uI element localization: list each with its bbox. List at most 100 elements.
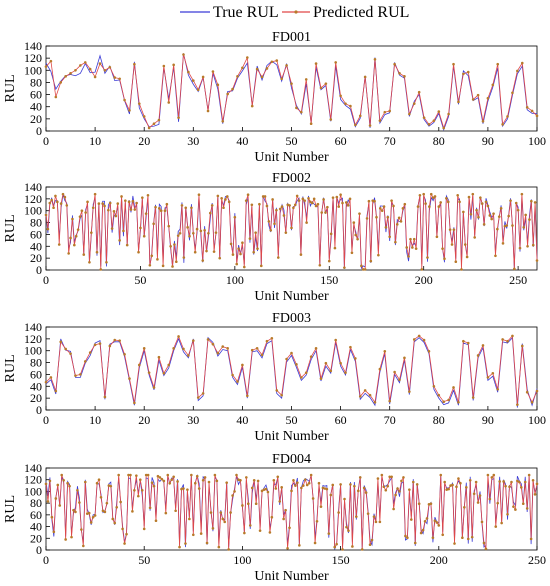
predicted-rul-point [178,545,181,549]
predicted-rul-point [290,351,293,355]
predicted-rul-point [339,483,342,486]
predicted-rul-point [231,87,234,91]
predicted-rul-point [329,369,333,373]
predicted-rul-point [527,473,531,477]
predicted-rul-point [331,483,335,487]
predicted-rul-point [315,520,319,523]
predicted-rul-point [172,347,175,350]
predicted-rul-point [211,527,215,530]
predicted-rul-point [360,548,364,551]
predicted-rul-point [427,123,431,126]
predicted-rul-point [410,518,413,521]
predicted-rul-point [168,481,172,485]
predicted-rul-point [442,126,446,130]
predicted-rul-point [82,253,86,256]
predicted-rul-point [501,123,504,126]
predicted-rul-point [123,542,126,545]
predicted-rul-point [131,199,135,203]
predicted-rul-point [466,341,470,345]
predicted-rul-point [525,390,529,394]
predicted-rul-point [496,387,500,391]
predicted-rul-point [426,256,429,259]
predicted-rul-point [406,536,409,539]
predicted-rul-point [452,228,456,231]
predicted-rul-point [144,212,148,215]
predicted-rul-point [109,484,113,488]
predicted-rul-point [88,260,91,264]
predicted-rul-point [411,246,414,249]
predicted-rul-point [290,82,293,85]
predicted-rul-point [337,511,340,514]
predicted-rul-point [256,479,260,483]
predicted-rul-point [86,200,89,204]
predicted-rul-point [368,124,372,127]
predicted-rul-point [56,200,59,204]
predicted-rul-point [190,206,193,210]
predicted-rul-point [137,250,140,254]
predicted-rul-point [299,253,303,256]
predicted-rul-point [494,254,497,258]
predicted-rul-point [258,529,262,532]
predicted-rul-point [93,75,97,79]
x-tick-label: 20 [138,413,150,427]
predicted-rul-point [118,239,121,242]
predicted-rul-point [437,205,441,208]
predicted-rul-point [182,347,185,351]
predicted-rul-point [473,236,476,239]
predicted-rul-point [417,90,421,94]
predicted-rul-point [360,264,363,268]
predicted-rul-point [319,505,323,508]
predicted-rul-point [235,262,239,266]
predicted-rul-point [301,197,305,201]
predicted-rul-point [123,352,126,356]
predicted-rul-point [65,204,69,207]
predicted-rul-point [533,201,537,204]
predicted-rul-point [314,62,318,65]
predicted-rul-point [182,256,186,259]
x-tick-label: 0 [43,553,49,567]
predicted-rul-point [345,525,348,529]
predicted-rul-point [531,479,535,482]
predicted-rul-point [401,207,405,210]
predicted-rul-point [64,75,67,78]
predicted-rul-point [268,531,272,534]
predicted-rul-point [508,485,511,489]
predicted-rul-point [392,507,395,511]
predicted-rul-point [441,247,444,250]
predicted-rul-point [69,236,72,240]
y-tick-label: 40 [30,239,42,253]
predicted-rul-point [511,91,514,95]
predicted-rul-point [511,334,514,338]
predicted-rul-point [432,119,436,122]
predicted-rul-point [82,544,85,548]
predicted-rul-point [259,264,263,268]
predicted-rul-point [349,483,352,486]
y-tick-label: 80 [30,496,42,510]
predicted-rul-point [127,473,130,477]
predicted-rul-point [421,528,425,532]
y-tick-label: 100 [24,204,42,218]
predicted-rul-point [317,481,321,485]
predicted-rul-point [525,507,529,510]
predicted-rul-point [491,371,495,375]
predicted-rul-point [219,511,223,514]
predicted-rul-point [399,220,403,223]
x-tick-label: 80 [433,413,445,427]
predicted-rul-point [159,209,163,213]
predicted-rul-point [349,345,352,349]
predicted-rul-point [278,207,282,211]
predicted-rul-point [425,517,429,520]
predicted-rul-point [231,373,234,377]
predicted-rul-point [437,393,441,397]
predicted-rul-point [118,339,121,342]
predicted-rul-point [246,56,249,59]
predicted-rul-point [280,486,283,489]
predicted-rul-point [69,352,72,355]
predicted-rul-point [49,59,53,63]
predicted-rul-point [492,212,495,215]
predicted-rul-point [354,357,357,360]
predicted-rul-point [186,226,189,229]
predicted-rul-point [111,517,115,521]
